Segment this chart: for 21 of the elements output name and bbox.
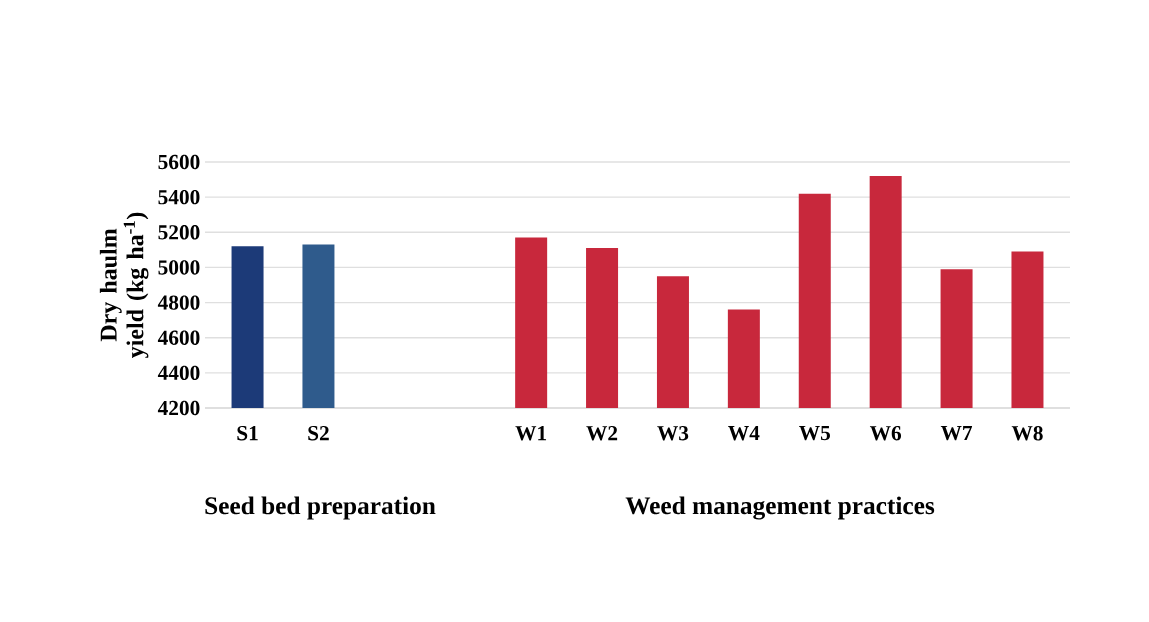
y-tick-label: 5000: [158, 260, 200, 275]
y-tick-label: 5400: [158, 189, 200, 205]
x-tick-label: S1: [237, 426, 258, 441]
y-tick-label: 4600: [157, 330, 200, 345]
y-tick-label: 5600: [158, 154, 200, 170]
x-tick-label: W2: [586, 426, 618, 441]
y-tick-label: 4400: [157, 365, 200, 381]
y-tick-label: 5200: [158, 225, 200, 240]
x-tick-label: S2: [308, 426, 329, 441]
y-tick-label: 4200: [157, 400, 200, 416]
text: Weed management practices: [625, 496, 935, 520]
x-tick-label: W3: [657, 426, 689, 441]
x-tick-label: W8: [1011, 426, 1043, 441]
y-tick-label: 4800: [157, 295, 200, 310]
x-tick-label: W6: [869, 426, 902, 441]
x-tick-label: W1: [515, 426, 547, 441]
x-tick-label: W5: [799, 426, 830, 441]
y-axis-title: Dry haulm yield (kg ha$^{-1}$): [99, 212, 149, 359]
text: Seed bed preparation: [205, 496, 436, 520]
x-tick-label: W7: [940, 426, 973, 441]
x-tick-label: W4: [728, 426, 760, 441]
